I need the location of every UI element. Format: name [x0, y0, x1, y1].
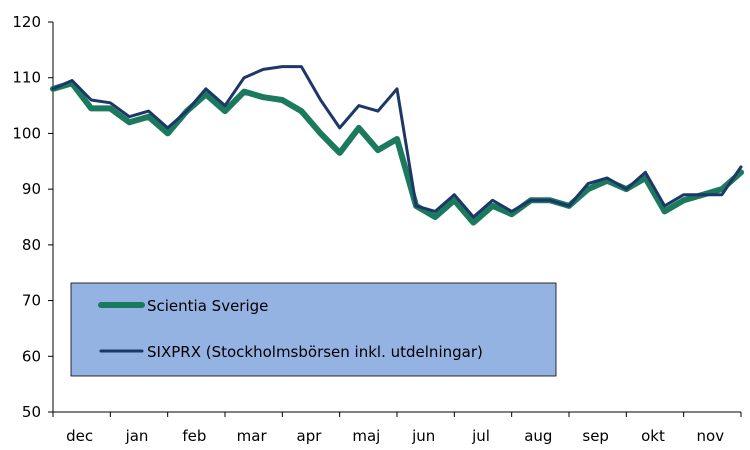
y-tick-label: 60: [22, 347, 41, 365]
series-layer: [50, 65, 744, 226]
x-axis: dec jan feb mar apr maj jun jul aug sep okt nov: [52, 411, 742, 445]
y-tick-label: 100: [12, 124, 41, 142]
y-tick-label: 70: [22, 292, 41, 310]
x-tick-label: sep: [582, 427, 609, 445]
x-tick-label: nov: [697, 427, 725, 445]
legend-label-scientia: Scientia Sverige: [147, 297, 268, 315]
y-tick-label: 110: [12, 69, 41, 87]
y-tick-label: 90: [22, 180, 41, 198]
x-tick-label: jun: [411, 427, 435, 445]
y-axis: 50 60 70 80 90 100 110 120: [12, 13, 54, 421]
series-line-scientia: [50, 80, 744, 226]
x-tick-label: apr: [297, 427, 323, 445]
x-tick-label: dec: [66, 427, 93, 445]
y-tick-label: 80: [22, 236, 41, 254]
y-tick-label: 120: [12, 13, 41, 31]
series-line-sixprx: [51, 65, 743, 219]
x-tick-label: maj: [352, 427, 380, 445]
x-tick-label: mar: [237, 427, 268, 445]
x-tick-label: okt: [641, 427, 665, 445]
x-tick-label: feb: [182, 427, 206, 445]
x-tick-label: jul: [471, 427, 490, 445]
legend: Scientia Sverige SIXPRX (Stockholmsbörse…: [70, 282, 557, 377]
y-tick-label: 50: [22, 403, 41, 421]
legend-label-sixprx: SIXPRX (Stockholmsbörsen inkl. utdelning…: [147, 343, 483, 361]
x-tick-label: jan: [125, 427, 149, 445]
x-tick-label: aug: [524, 427, 552, 445]
legend-box: [70, 282, 557, 377]
